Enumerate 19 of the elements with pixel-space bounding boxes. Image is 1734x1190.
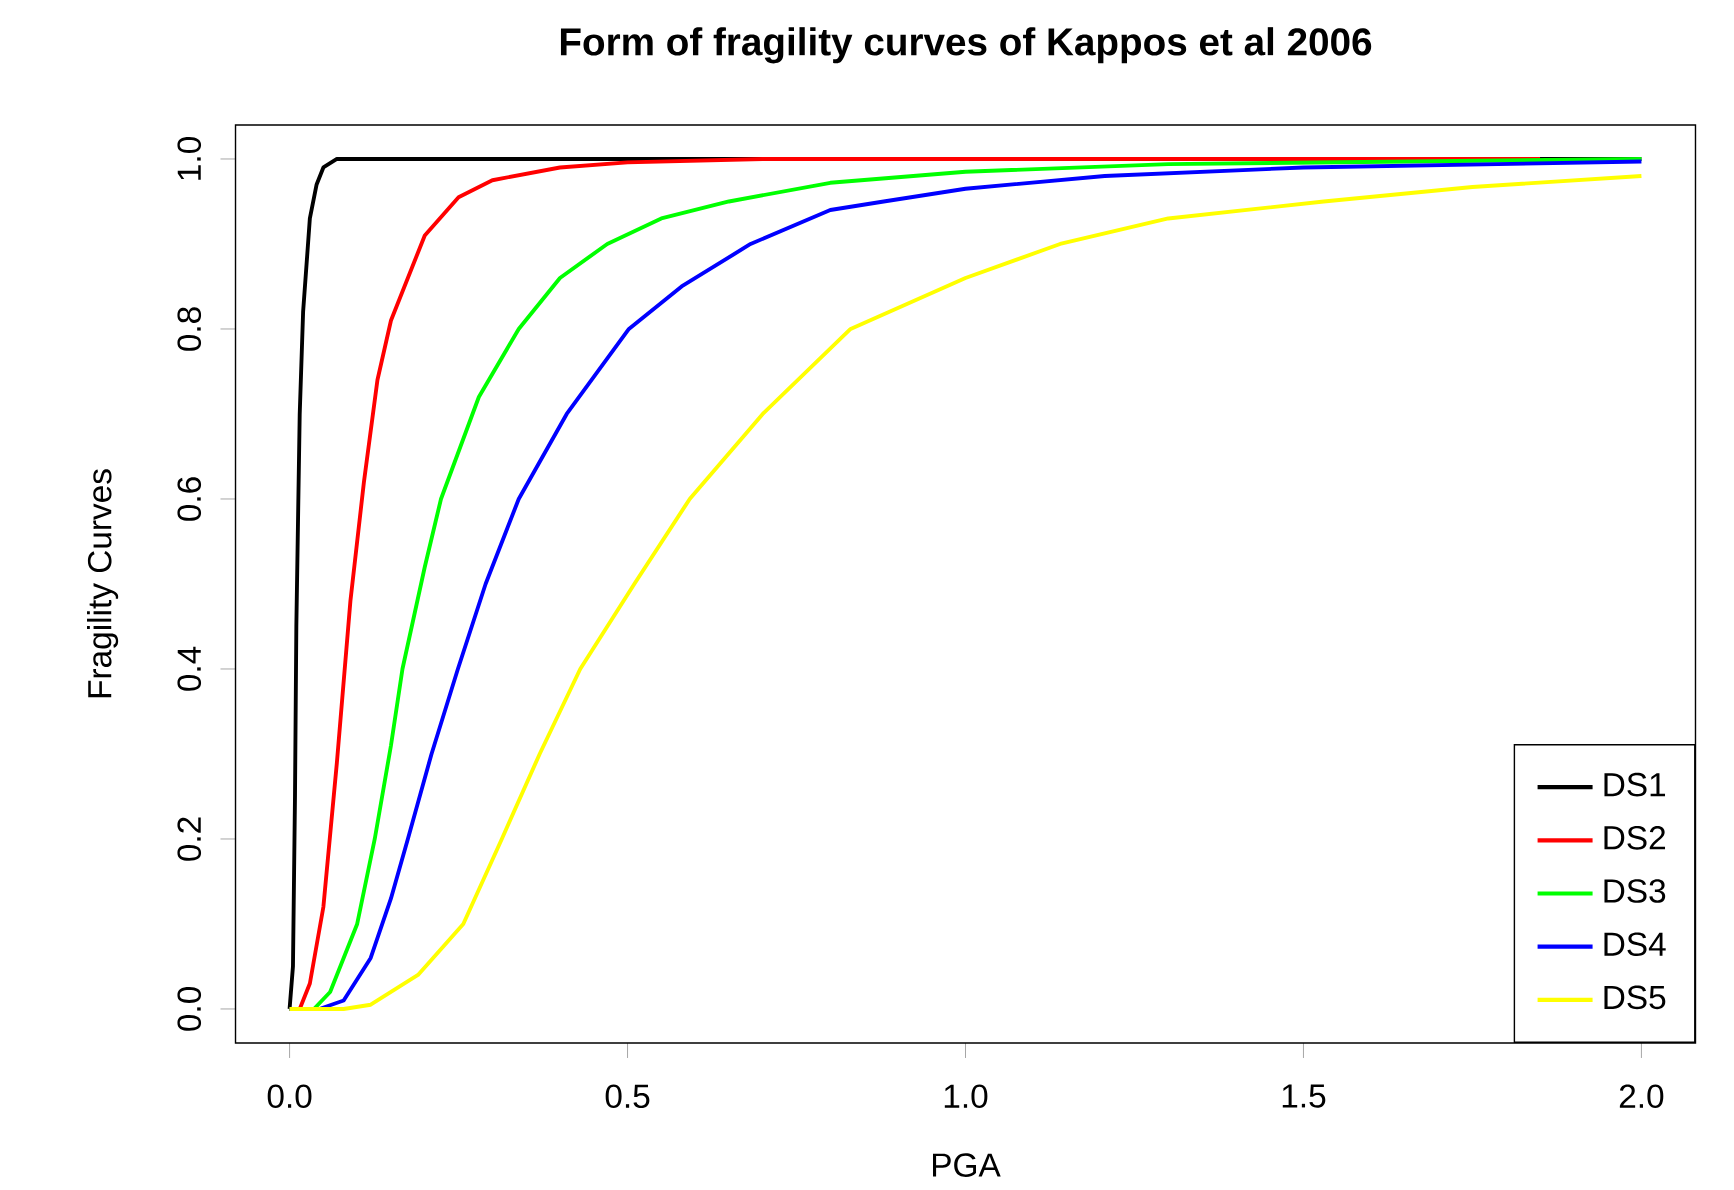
legend-label: DS2 [1604, 826, 1666, 850]
x-axis-title: PGA [933, 1153, 1001, 1177]
y-tick-label: 0.6 [177, 477, 202, 521]
x-tick-label: 0.5 [605, 1084, 650, 1109]
y-tick-label: 0.4 [177, 646, 202, 691]
legend-label: DS1 [1604, 772, 1666, 797]
legend-label: DS5 [1604, 985, 1666, 1010]
x-tick-label: 1.5 [1282, 1084, 1326, 1108]
y-tick-label: 0.2 [177, 817, 202, 861]
chart-title: Form of fragility curves of Kappos et al 2006 [560, 27, 1372, 64]
x-tick-label: 0.0 [267, 1084, 312, 1109]
y-tick-label: 0.8 [177, 307, 202, 351]
x-tick-label: 2.0 [1619, 1084, 1664, 1109]
x-tick-label: 1.0 [944, 1084, 988, 1109]
y-tick-label: 1.0 [177, 137, 202, 180]
legend-label: DS4 [1604, 932, 1666, 957]
y-tick-label: 0.0 [177, 987, 202, 1031]
y-axis-title: Fragility Curves [87, 469, 119, 698]
legend-label: DS3 [1604, 879, 1666, 903]
